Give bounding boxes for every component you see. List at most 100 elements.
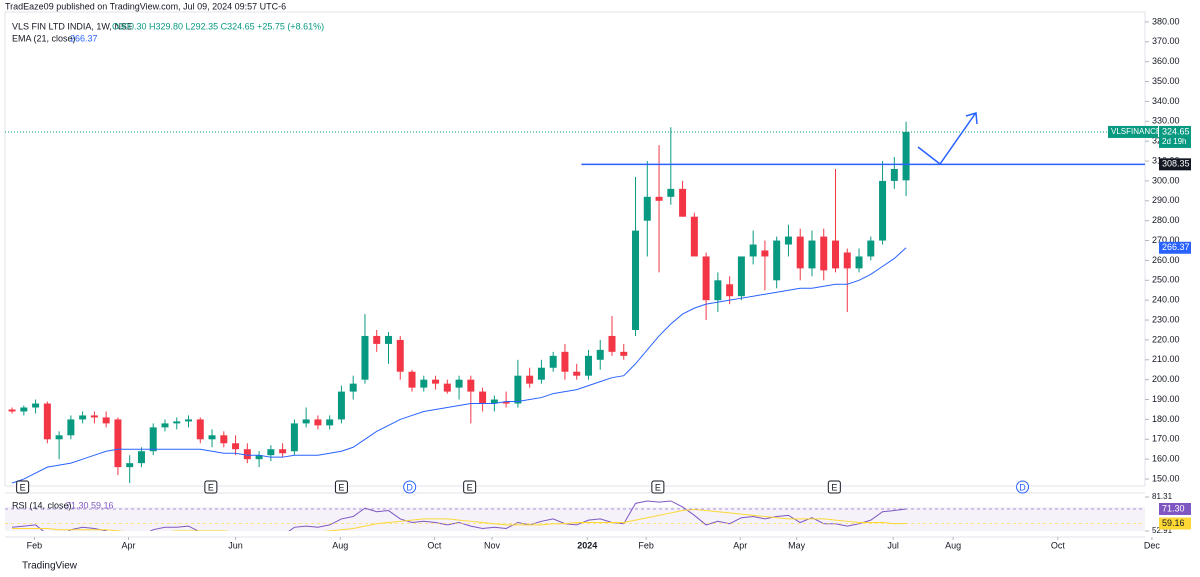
candle-body (832, 240, 840, 269)
y-tick-label: 170.00 (1152, 434, 1180, 444)
x-tick-label: Feb (27, 540, 43, 550)
ema-last-label: 266.37 (1162, 242, 1190, 252)
candle-body (137, 451, 145, 464)
candle-body (455, 379, 463, 388)
candle-body (820, 236, 828, 271)
candle-body (408, 371, 416, 388)
candle-body (596, 349, 604, 360)
candle-body (737, 256, 745, 297)
rsi-box (1159, 517, 1191, 530)
candle-body (126, 463, 134, 468)
y-tick-label: 240.00 (1152, 295, 1180, 305)
candle-body (526, 375, 534, 384)
candle-body (690, 216, 698, 257)
candle-body (90, 415, 98, 418)
y-tick-label: 220.00 (1152, 334, 1180, 344)
y-tick-label: 330.00 (1152, 116, 1180, 126)
y-tick-label: 290.00 (1152, 195, 1180, 205)
x-tick-label: Dec (1144, 540, 1161, 550)
candle-body (749, 244, 757, 257)
candle-body (502, 401, 510, 404)
candle-body (161, 423, 169, 428)
candle-body (620, 351, 628, 356)
candle-body (714, 280, 722, 301)
y-tick-label: 230.00 (1152, 314, 1180, 324)
ema-value: 266.37 (70, 33, 98, 43)
x-tick-label: Nov (484, 540, 501, 550)
y-tick-label: 150.00 (1152, 473, 1180, 483)
event-marker (16, 480, 30, 494)
y-tick-label: 160.00 (1152, 454, 1180, 464)
y-tick-label: 260.00 (1152, 255, 1180, 265)
candle-body (67, 419, 75, 436)
candle-body (784, 236, 792, 245)
candle-body (314, 419, 322, 426)
candle-body (32, 403, 40, 408)
candle-body (443, 383, 451, 392)
x-tick-label: Feb (638, 540, 654, 550)
event-marker (204, 480, 218, 494)
candle-body (843, 252, 851, 269)
candle-body (796, 236, 804, 269)
candle-body (479, 391, 487, 404)
y-tick-label: 270.00 (1152, 235, 1180, 245)
x-tick-label: Aug (332, 540, 348, 550)
rsi-last-label: 71.30 (1162, 503, 1185, 513)
x-tick-label: Aug (945, 540, 961, 550)
symbol: VLS FIN LTD INDIA, 1W, NSE (12, 21, 133, 31)
candle-body (196, 419, 204, 440)
x-tick-label: Jun (228, 540, 243, 550)
ticker-box (1108, 125, 1158, 138)
candle-body (761, 250, 769, 257)
event-marker (403, 480, 417, 494)
candle-body (55, 435, 63, 440)
ema-box (1159, 241, 1191, 254)
y-tick-label: 200.00 (1152, 374, 1180, 384)
ema-name: EMA (21, close) (12, 33, 76, 43)
candle-body (149, 427, 157, 452)
candle-body (208, 435, 216, 440)
x-tick-label: May (788, 540, 806, 550)
x-tick-label: Jul (887, 540, 899, 550)
y-tick-label: 280.00 (1152, 215, 1180, 225)
x-tick-label: Oct (1051, 540, 1066, 550)
candle-body (879, 180, 887, 241)
candle-body (679, 188, 687, 217)
candle-body (173, 421, 181, 424)
level-label: 308.35 (1162, 159, 1190, 169)
x-tick-label: Apr (122, 540, 136, 550)
event-marker (463, 480, 477, 494)
x-tick-label: Apr (733, 540, 747, 550)
x-tick-label: Oct (427, 540, 442, 550)
candle-body (290, 423, 298, 452)
ticker-label: VLSFINANCE (1111, 127, 1161, 136)
candle-body (655, 196, 663, 201)
rsi-legend: 71.30 59.16 (66, 500, 114, 510)
candle-body (867, 240, 875, 257)
price-pane (8, 121, 910, 484)
candle-body (420, 379, 428, 388)
candle-body (102, 417, 110, 424)
candle-body (643, 196, 651, 221)
candle-body (773, 240, 781, 281)
y-tick-label: 380.00 (1152, 16, 1180, 26)
candle-body (573, 371, 581, 376)
candle-body (43, 403, 51, 440)
event-label: E (20, 482, 26, 492)
candle-body (361, 335, 369, 380)
ohlc-legend: O300.30 H329.80 L292.35 C324.65 +25.75 (… (112, 21, 324, 31)
y-tick-label: 300.00 (1152, 175, 1180, 185)
candle-body (632, 230, 640, 330)
y-tick-label: 250.00 (1152, 275, 1180, 285)
candle-body (185, 419, 193, 422)
candle-body (514, 375, 522, 404)
candle-body (608, 335, 616, 352)
candle-body (337, 391, 345, 420)
event-label: D (406, 482, 413, 492)
rsi-tick-label: 81.31 (1152, 492, 1173, 501)
y-tick-label: 210.00 (1152, 354, 1180, 364)
price-box (1159, 125, 1191, 148)
candle-body (584, 355, 592, 376)
